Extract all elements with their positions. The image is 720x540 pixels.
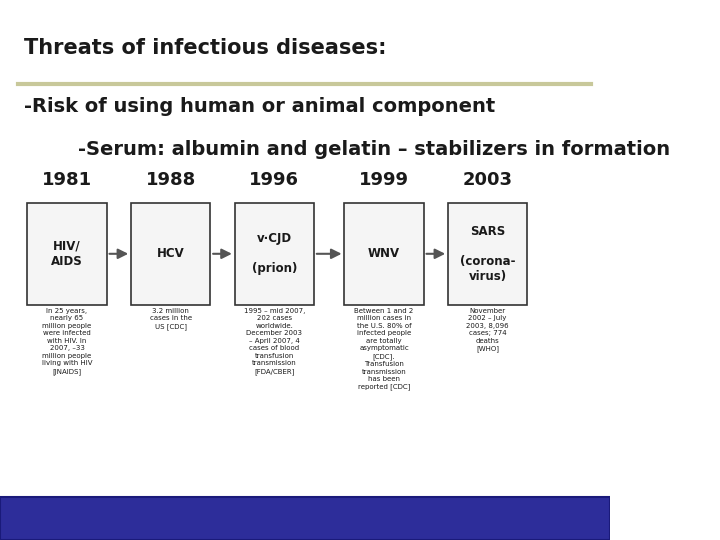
- Text: Between 1 and 2
million cases in
the U.S. 80% of
infected people
are totally
asy: Between 1 and 2 million cases in the U.S…: [354, 308, 414, 390]
- Text: HCV: HCV: [157, 247, 184, 260]
- Text: 1999: 1999: [359, 171, 409, 189]
- Text: SARS

(corona-
virus): SARS (corona- virus): [460, 225, 516, 283]
- FancyBboxPatch shape: [448, 202, 527, 305]
- FancyBboxPatch shape: [131, 202, 210, 305]
- Text: -Risk of using human or animal component: -Risk of using human or animal component: [24, 97, 495, 116]
- Text: 3.2 million
cases in the
US [CDC]: 3.2 million cases in the US [CDC]: [150, 308, 192, 329]
- FancyBboxPatch shape: [235, 202, 314, 305]
- Bar: [0, 497, 610, 540]
- FancyBboxPatch shape: [27, 202, 107, 305]
- Text: 2003: 2003: [463, 171, 513, 189]
- Text: Threats of infectious diseases:: Threats of infectious diseases:: [24, 38, 387, 58]
- Text: -Serum: albumin and gelatin – stabilizers in formation: -Serum: albumin and gelatin – stabilizer…: [24, 140, 670, 159]
- Text: 1981: 1981: [42, 171, 92, 189]
- Text: In 25 years,
nearly 65
million people
were infected
with HIV. In
2007, –33
milli: In 25 years, nearly 65 million people we…: [42, 308, 92, 375]
- Text: 1996: 1996: [249, 171, 300, 189]
- Text: v·CJD

(prion): v·CJD (prion): [251, 232, 297, 275]
- Text: 1988: 1988: [145, 171, 196, 189]
- Text: HIV/
AIDS: HIV/ AIDS: [51, 240, 83, 268]
- Text: 1995 – mid 2007,
202 cases
worldwide.
December 2003
– April 2007, 4
cases of blo: 1995 – mid 2007, 202 cases worldwide. De…: [243, 308, 305, 375]
- Text: WNV: WNV: [368, 247, 400, 260]
- Text: November
2002 – July
2003, 8,096
cases; 774
deaths
[WHO]: November 2002 – July 2003, 8,096 cases; …: [467, 308, 509, 352]
- FancyBboxPatch shape: [344, 202, 423, 305]
